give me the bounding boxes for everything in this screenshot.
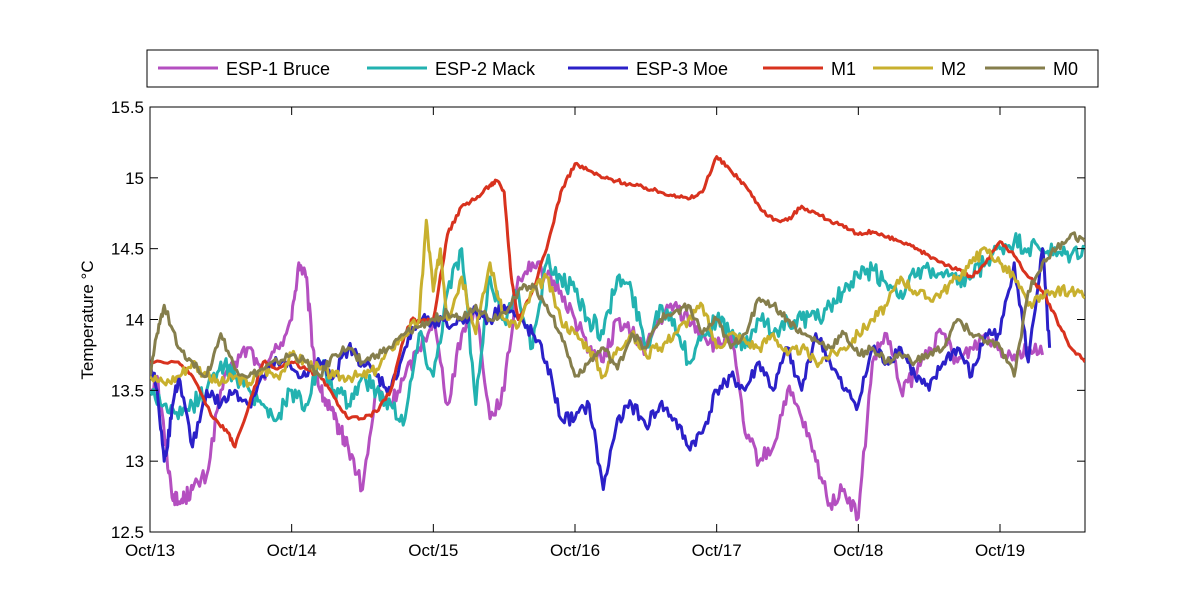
x-tick-label: Oct/13 — [125, 541, 175, 560]
legend-label: ESP-3 Moe — [636, 59, 728, 79]
y-tick-label: 14.5 — [111, 240, 144, 259]
legend-label: M2 — [941, 59, 966, 79]
y-tick-label: 14 — [125, 311, 144, 330]
y-tick-label: 15 — [125, 169, 144, 188]
y-tick-label: 12.5 — [111, 523, 144, 542]
legend-label: M0 — [1053, 59, 1078, 79]
series-layer — [150, 155, 1085, 522]
series-line-m1 — [150, 155, 1085, 449]
legend-item: M0 — [985, 59, 1078, 79]
legend-label: ESP-1 Bruce — [226, 59, 330, 79]
x-tick-label: Oct/16 — [550, 541, 600, 560]
legend-item: ESP-1 Bruce — [158, 59, 330, 79]
legend-item: M2 — [873, 59, 966, 79]
x-tick-label: Oct/19 — [975, 541, 1025, 560]
y-tick-label: 15.5 — [111, 98, 144, 117]
x-tick-label: Oct/18 — [833, 541, 883, 560]
legend-item: ESP-2 Mack — [367, 59, 536, 79]
series-line-m0 — [150, 231, 1085, 379]
series-line-m2 — [150, 218, 1085, 388]
y-tick-label: 13 — [125, 452, 144, 471]
legend-item: ESP-3 Moe — [568, 59, 728, 79]
series-line-esp-2-mack — [150, 232, 1085, 427]
y-tick-label: 13.5 — [111, 381, 144, 400]
x-tick-label: Oct/15 — [408, 541, 458, 560]
legend-label: ESP-2 Mack — [435, 59, 536, 79]
x-tick-label: Oct/14 — [267, 541, 317, 560]
legend-item: M1 — [763, 59, 856, 79]
legend-label: M1 — [831, 59, 856, 79]
legend: ESP-1 Bruce ESP-2 Mack ESP-3 Moe M1 M2 M0 — [146, 49, 1099, 88]
axes-layer: 12.5 13 13.5 14 14.5 15 15.5 Oct/13 Oct/14 Oct/15… — [111, 98, 1085, 560]
x-tick-label: Oct/17 — [692, 541, 742, 560]
y-axis-label: Temperature °C — [78, 260, 97, 379]
